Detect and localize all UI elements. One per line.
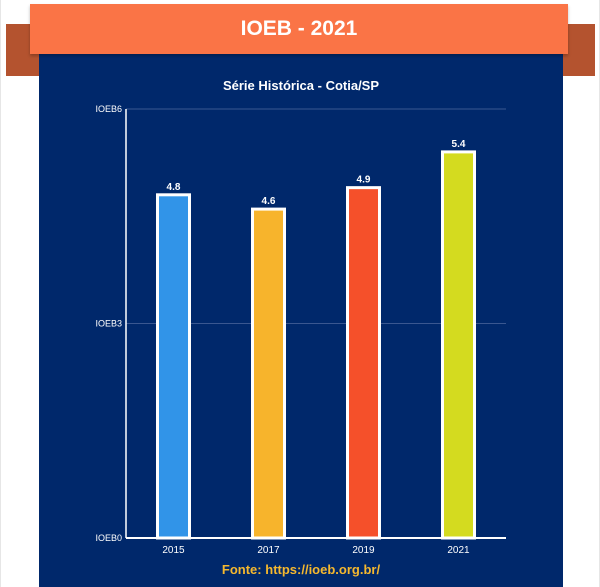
data-label: 4.6 (262, 196, 276, 207)
bar (251, 207, 286, 540)
x-tick-label: 2021 (447, 545, 470, 556)
source-link[interactable]: https://ioeb.org.br/ (265, 562, 381, 577)
y-tick-label: IOEB3 (95, 319, 122, 329)
bar (346, 186, 381, 540)
source-line: Fonte: https://ioeb.org.br/ (39, 562, 563, 577)
title-banner: IOEB - 2021 (30, 4, 568, 54)
data-label: 4.9 (357, 175, 371, 186)
data-label: 4.8 (167, 182, 181, 193)
margin-left (6, 76, 39, 587)
source-prefix: Fonte: (221, 562, 262, 577)
frame-left-border (0, 0, 1, 587)
banner-title: IOEB - 2021 (240, 17, 358, 40)
x-tick-label: 2015 (162, 545, 185, 556)
bar (441, 150, 476, 540)
data-label: 5.4 (452, 139, 466, 150)
y-tick-label: IOEB6 (95, 104, 122, 114)
chart-title: Série Histórica - Cotia/SP (222, 78, 380, 93)
x-tick-label: 2017 (257, 545, 280, 556)
x-tick-label: 2019 (352, 545, 375, 556)
y-tick-label: IOEB0 (95, 533, 122, 543)
margin-right (563, 76, 595, 587)
bar (156, 193, 191, 540)
